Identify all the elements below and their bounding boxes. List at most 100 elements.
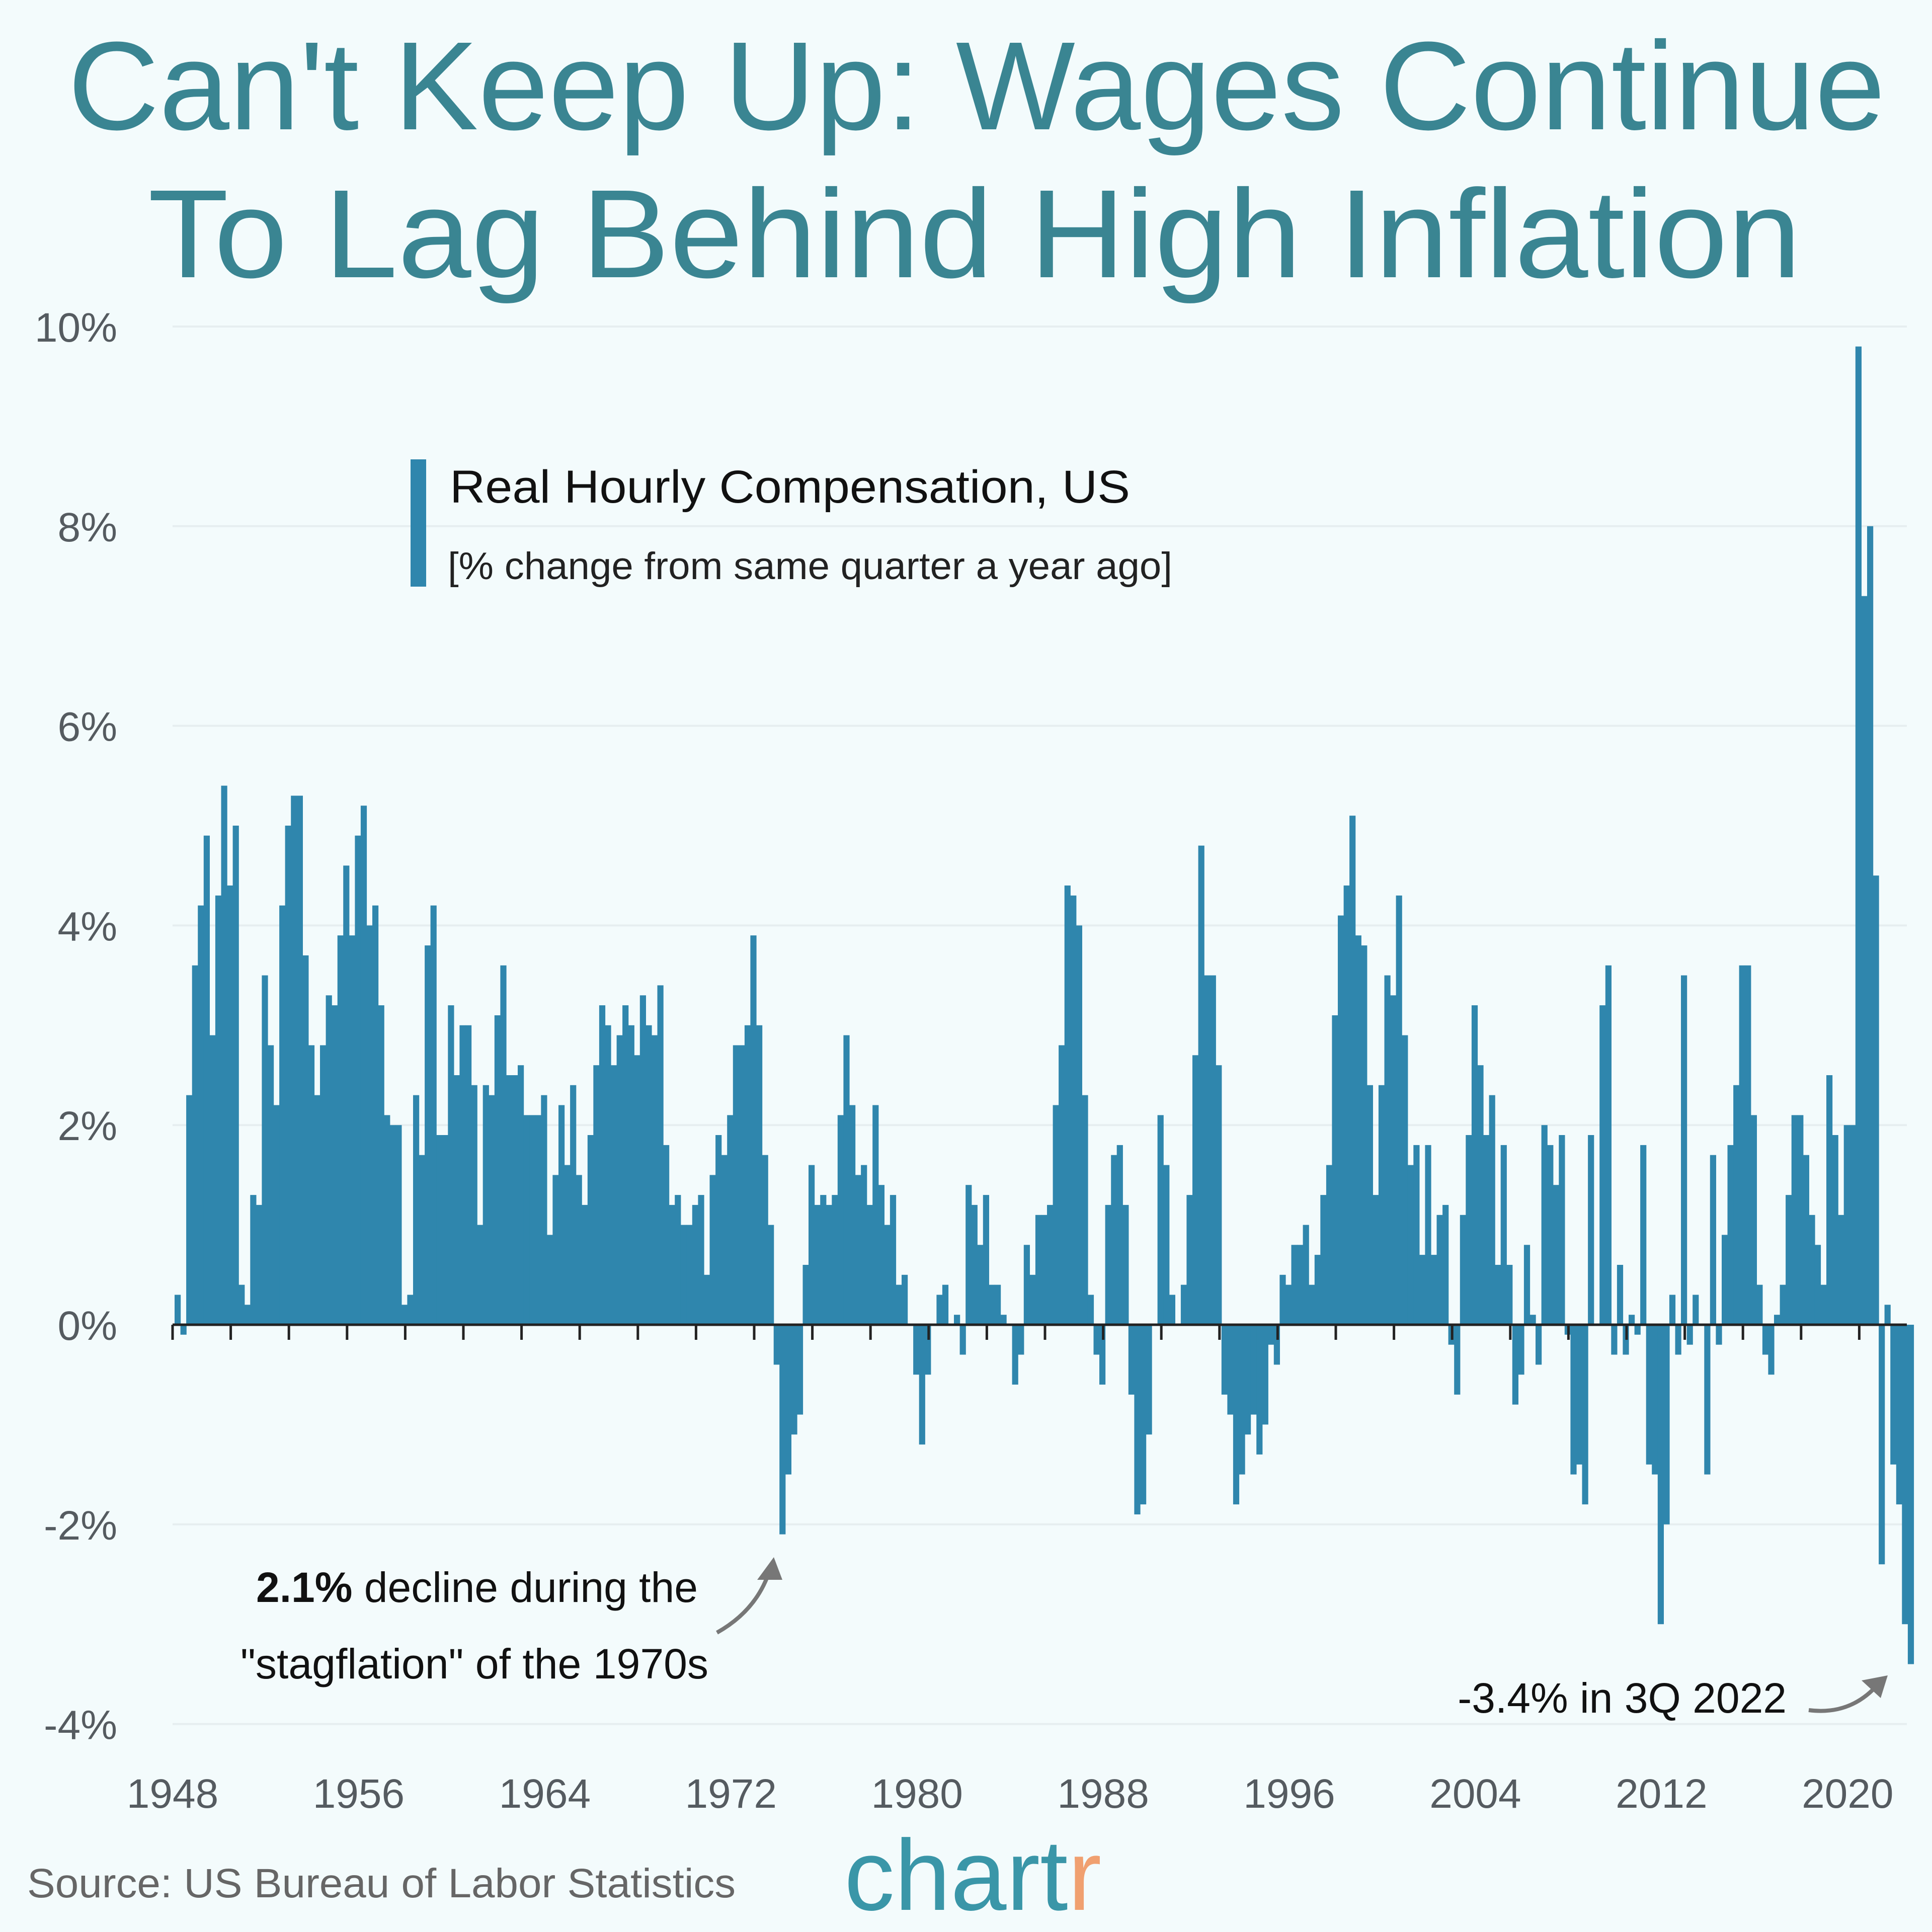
bar [715,1135,722,1325]
logo-main: chart [844,1819,1068,1931]
bar [1745,965,1751,1325]
bar [1320,1195,1327,1325]
bar [389,1125,396,1325]
bar [942,1284,949,1325]
bar [448,1005,454,1325]
bar [1489,1095,1495,1325]
bar [1128,1325,1135,1395]
bar [268,1045,274,1325]
logo-accent: r [1068,1819,1102,1931]
bar [785,1325,791,1475]
bar [576,1175,582,1325]
x-tick-label: 1980 [871,1771,962,1817]
x-tick-label: 1964 [499,1771,591,1817]
bar [1686,1325,1693,1345]
bar [308,1045,315,1325]
bar [884,1225,891,1325]
bar [1750,1115,1757,1325]
bar [663,1145,670,1325]
bar [1809,1215,1815,1325]
bar [1425,1145,1431,1325]
bar [1477,1065,1484,1325]
bar [1338,915,1344,1325]
bar [436,1135,443,1325]
bar [1663,1325,1670,1524]
bar [802,1265,809,1325]
bar [1780,1284,1786,1325]
y-tick-label: 2% [57,1103,117,1149]
bar [890,1195,897,1325]
bar [768,1225,774,1325]
bar [372,905,379,1325]
bar [1180,1284,1187,1325]
bar [384,1115,390,1325]
bar [332,1005,338,1325]
bar [337,935,344,1325]
bar [750,935,757,1325]
y-tick-label: 10% [35,305,117,351]
bar [1076,925,1082,1325]
bar [1733,1085,1740,1325]
bar [1559,1135,1565,1325]
bar [494,1015,501,1325]
x-tick-label: 2012 [1616,1771,1707,1817]
bar [1070,895,1077,1325]
bar [1820,1284,1827,1325]
bar [1640,1145,1647,1325]
bar [814,1204,821,1325]
bar [535,1115,541,1325]
bar [1029,1274,1036,1325]
bar [1605,965,1612,1325]
bar [1867,526,1874,1325]
bar [1762,1325,1769,1355]
bar [605,1025,611,1325]
bar [971,1204,978,1325]
bar [355,835,361,1325]
bar [1279,1274,1286,1325]
bar [1035,1215,1042,1325]
bar [587,1135,594,1325]
bar [1146,1325,1152,1435]
annotation-arrow-latest [1808,1681,1881,1713]
bar [1512,1325,1518,1405]
bar [1471,1005,1478,1325]
y-tick-label: -4% [44,1703,117,1748]
bar [1000,1315,1007,1325]
bar [244,1305,251,1325]
bar [1576,1325,1583,1465]
bar [529,1115,536,1325]
chart-title-line1: Can't Keep Up: Wages Continue [68,16,1885,156]
bar [1245,1325,1251,1435]
bar [425,945,431,1325]
bar [599,1005,606,1325]
bar [1134,1325,1141,1514]
bar [1239,1325,1245,1475]
bar [634,1055,640,1325]
bar [762,1155,768,1325]
y-tick-label: 0% [57,1303,117,1349]
bar [1652,1325,1658,1475]
bar [262,975,268,1325]
bar [512,1075,518,1325]
bar [809,1165,815,1325]
bar [1547,1145,1554,1325]
bar [709,1175,716,1325]
bar [1884,1305,1891,1325]
bar [320,1045,327,1325]
bar [326,995,332,1325]
bar [1553,1185,1559,1325]
bar [1285,1284,1292,1325]
bar [198,905,204,1325]
bar [1431,1255,1437,1325]
bar [430,905,437,1325]
bar [727,1115,734,1325]
bar [1059,1045,1065,1325]
bar [232,826,239,1325]
bar [1756,1284,1763,1325]
annotation-stagflation-text: decline during the [352,1564,697,1611]
x-tick-label: 1948 [127,1771,218,1817]
bar [1681,975,1687,1325]
bar [1716,1325,1722,1345]
bar [186,1095,193,1325]
bar [407,1295,414,1325]
